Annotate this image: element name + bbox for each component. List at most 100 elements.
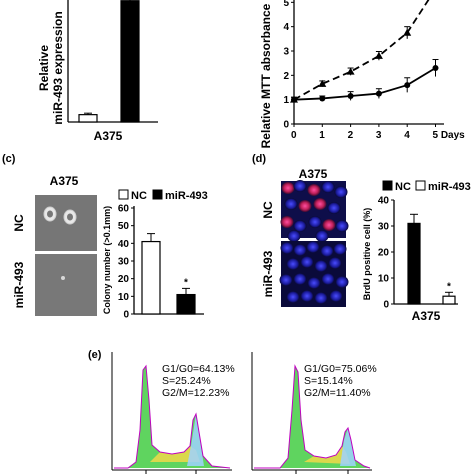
panel-c-ytick-label: 10 [118, 292, 130, 303]
brdu-cell-nc [315, 230, 329, 242]
brdu-cell-nc [321, 181, 335, 193]
panel-c-significance-mark: * [184, 277, 188, 288]
panel-d-image-title: A375 [299, 167, 328, 181]
brdu-cell-mir493 [280, 242, 294, 254]
panel-d-xlabel: A375 [412, 309, 441, 323]
histogram-nc: G1/G0=64.13% S=25.24% G2/M=12.23% [111, 352, 235, 474]
brdu-cell-nc [298, 200, 312, 212]
panel-d-bar-mir-493 [442, 295, 456, 305]
panel-b-ytick-label: 2 [283, 71, 289, 82]
brdu-cell-mir493 [333, 243, 347, 255]
panel-d: (d) A375 NC miR-493 NC miR-493 0 10 20 30 40… [252, 153, 471, 323]
panel-b-point-triangle [374, 51, 383, 59]
brdu-cell-nc [281, 182, 295, 194]
panel-c-legend-mir493-swatch [152, 189, 163, 200]
histogram-mir493-g2m: G2/M=11.40% [304, 387, 371, 399]
panel-c-ytick-label: 50 [118, 221, 130, 232]
panel-a-ylabel-line-2: miR-493 expression [51, 11, 65, 124]
panel-c-ytick-label: 60 [118, 204, 130, 215]
panel-d-legend-nc: NC [395, 181, 411, 193]
panel-c-row-label-nc: NC [12, 214, 26, 232]
brdu-cell-mir493 [314, 292, 328, 304]
panel-b-point-triangle [403, 28, 412, 36]
brdu-cell-mir493 [293, 244, 307, 256]
panel-b-point-circle [291, 96, 297, 103]
colony-image-nc [35, 195, 97, 251]
panel-c-ytick-label: 40 [118, 239, 130, 250]
brdu-cell-mir493 [306, 241, 320, 253]
brdu-cell-mir493 [329, 290, 343, 302]
brdu-cell-mir493 [286, 291, 300, 303]
histogram-mir493: G1/G0=75.06% S=15.14% G2/M=11.40% [251, 352, 377, 474]
brdu-cell-nc [307, 184, 321, 196]
brdu-cell-mir493 [335, 276, 349, 288]
panel-d-ylabel: BrdU positive cell (%) [362, 208, 372, 301]
panel-b-series-line-0 [293, 0, 430, 101]
brdu-cell-mir493 [300, 256, 314, 268]
panel-b-point-triangle [346, 67, 355, 75]
panel-b-point-circle [404, 82, 411, 89]
brdu-cell-mir493 [307, 277, 321, 289]
panel-b-xtick-label: 4 [404, 130, 410, 141]
brdu-cell-mir493 [293, 273, 307, 285]
panel-c-row-label-mir493: miR-493 [12, 261, 26, 308]
brdu-cell-nc [284, 198, 298, 210]
panel-e: (e) G1/G0=64.13% S=25.24% G2/M=12.23% G1… [88, 349, 377, 474]
panel-b-point-circle [319, 95, 326, 102]
panel-a-bar-mir-493 [120, 0, 140, 123]
panel-c-label: (c) [2, 153, 16, 165]
panel-d-ytick-label: 20 [378, 248, 390, 259]
histogram-mir493-g1: G1/G0=75.06% [304, 363, 377, 375]
panel-b-ytick-label: 5 [283, 0, 289, 9]
panel-b-xtick-label: 2 [348, 130, 354, 141]
panel-b-point-circle [375, 90, 382, 97]
brdu-image-nc [280, 180, 349, 242]
panel-d-ytick-label: 0 [383, 300, 389, 311]
brdu-cell-mir493 [328, 257, 342, 269]
brdu-cell-nc [334, 186, 348, 198]
panel-b-point-triangle [318, 79, 327, 87]
panel-c-legend-mir493: miR-493 [165, 190, 208, 202]
panel-b-ytick-label: 4 [283, 22, 289, 33]
panel-b-xtick-label: 5 Days [433, 130, 466, 141]
panel-d-legend-mir493: miR-493 [428, 181, 471, 193]
panel-a-bar-nc [78, 114, 98, 123]
brdu-cell-nc [293, 220, 307, 232]
brdu-cell-mir493 [314, 260, 328, 272]
panel-b-xtick-label: 1 [319, 130, 325, 141]
panel-c-bar-nc [141, 240, 161, 315]
panel-d-legend-nc-swatch [382, 180, 393, 191]
panel-c-bar-mir-493 [176, 293, 196, 315]
panel-d-ytick-label: 10 [378, 274, 390, 285]
brdu-cell-mir493 [279, 274, 293, 286]
panel-c-legend-nc-swatch [118, 189, 129, 200]
panel-b-ytick-label: 0 [283, 120, 289, 131]
histogram-nc-s: S=25.24% [162, 375, 211, 387]
panel-c-ylabel: Colony number (>0.1mm) [102, 206, 112, 314]
panel-b-ylabel: Relative MTT absorbance [259, 3, 273, 148]
panel-c-ytick-label: 0 [123, 310, 129, 321]
brdu-cell-mir493 [320, 245, 334, 257]
panel-a-xlabel: A375 [94, 129, 123, 143]
panel-d-ytick-label: 30 [378, 222, 390, 233]
brdu-cell-nc [308, 216, 322, 228]
panel-c-image-title: A375 [50, 174, 79, 188]
panel-b-line-chart: 0 1 2 3 4 5 0 1 2 3 4 5 Days Relative MTT absorbanc… [259, 0, 465, 148]
panel-b-series-line-1 [293, 67, 436, 101]
panel-b-point-circle [432, 65, 439, 72]
brdu-image-mir493 [279, 241, 349, 307]
brdu-cell-nc [293, 180, 307, 192]
panel-c-legend-nc: NC [131, 190, 147, 202]
brdu-cell-mir493 [286, 258, 300, 270]
brdu-cell-nc [327, 202, 341, 214]
panel-e-label: (e) [88, 349, 102, 361]
brdu-cell-nc [322, 219, 336, 231]
panel-b-point-circle [347, 93, 354, 100]
panel-b-xtick-label: 3 [376, 130, 382, 141]
histogram-nc-g2m: G2/M=12.23% [162, 387, 229, 399]
histogram-nc-g1: G1/G0=64.13% [162, 363, 235, 375]
panel-d-label: (d) [252, 153, 266, 165]
histogram-mir493-s: S=15.14% [304, 375, 353, 387]
panel-c-ytick-label: 30 [118, 257, 130, 268]
